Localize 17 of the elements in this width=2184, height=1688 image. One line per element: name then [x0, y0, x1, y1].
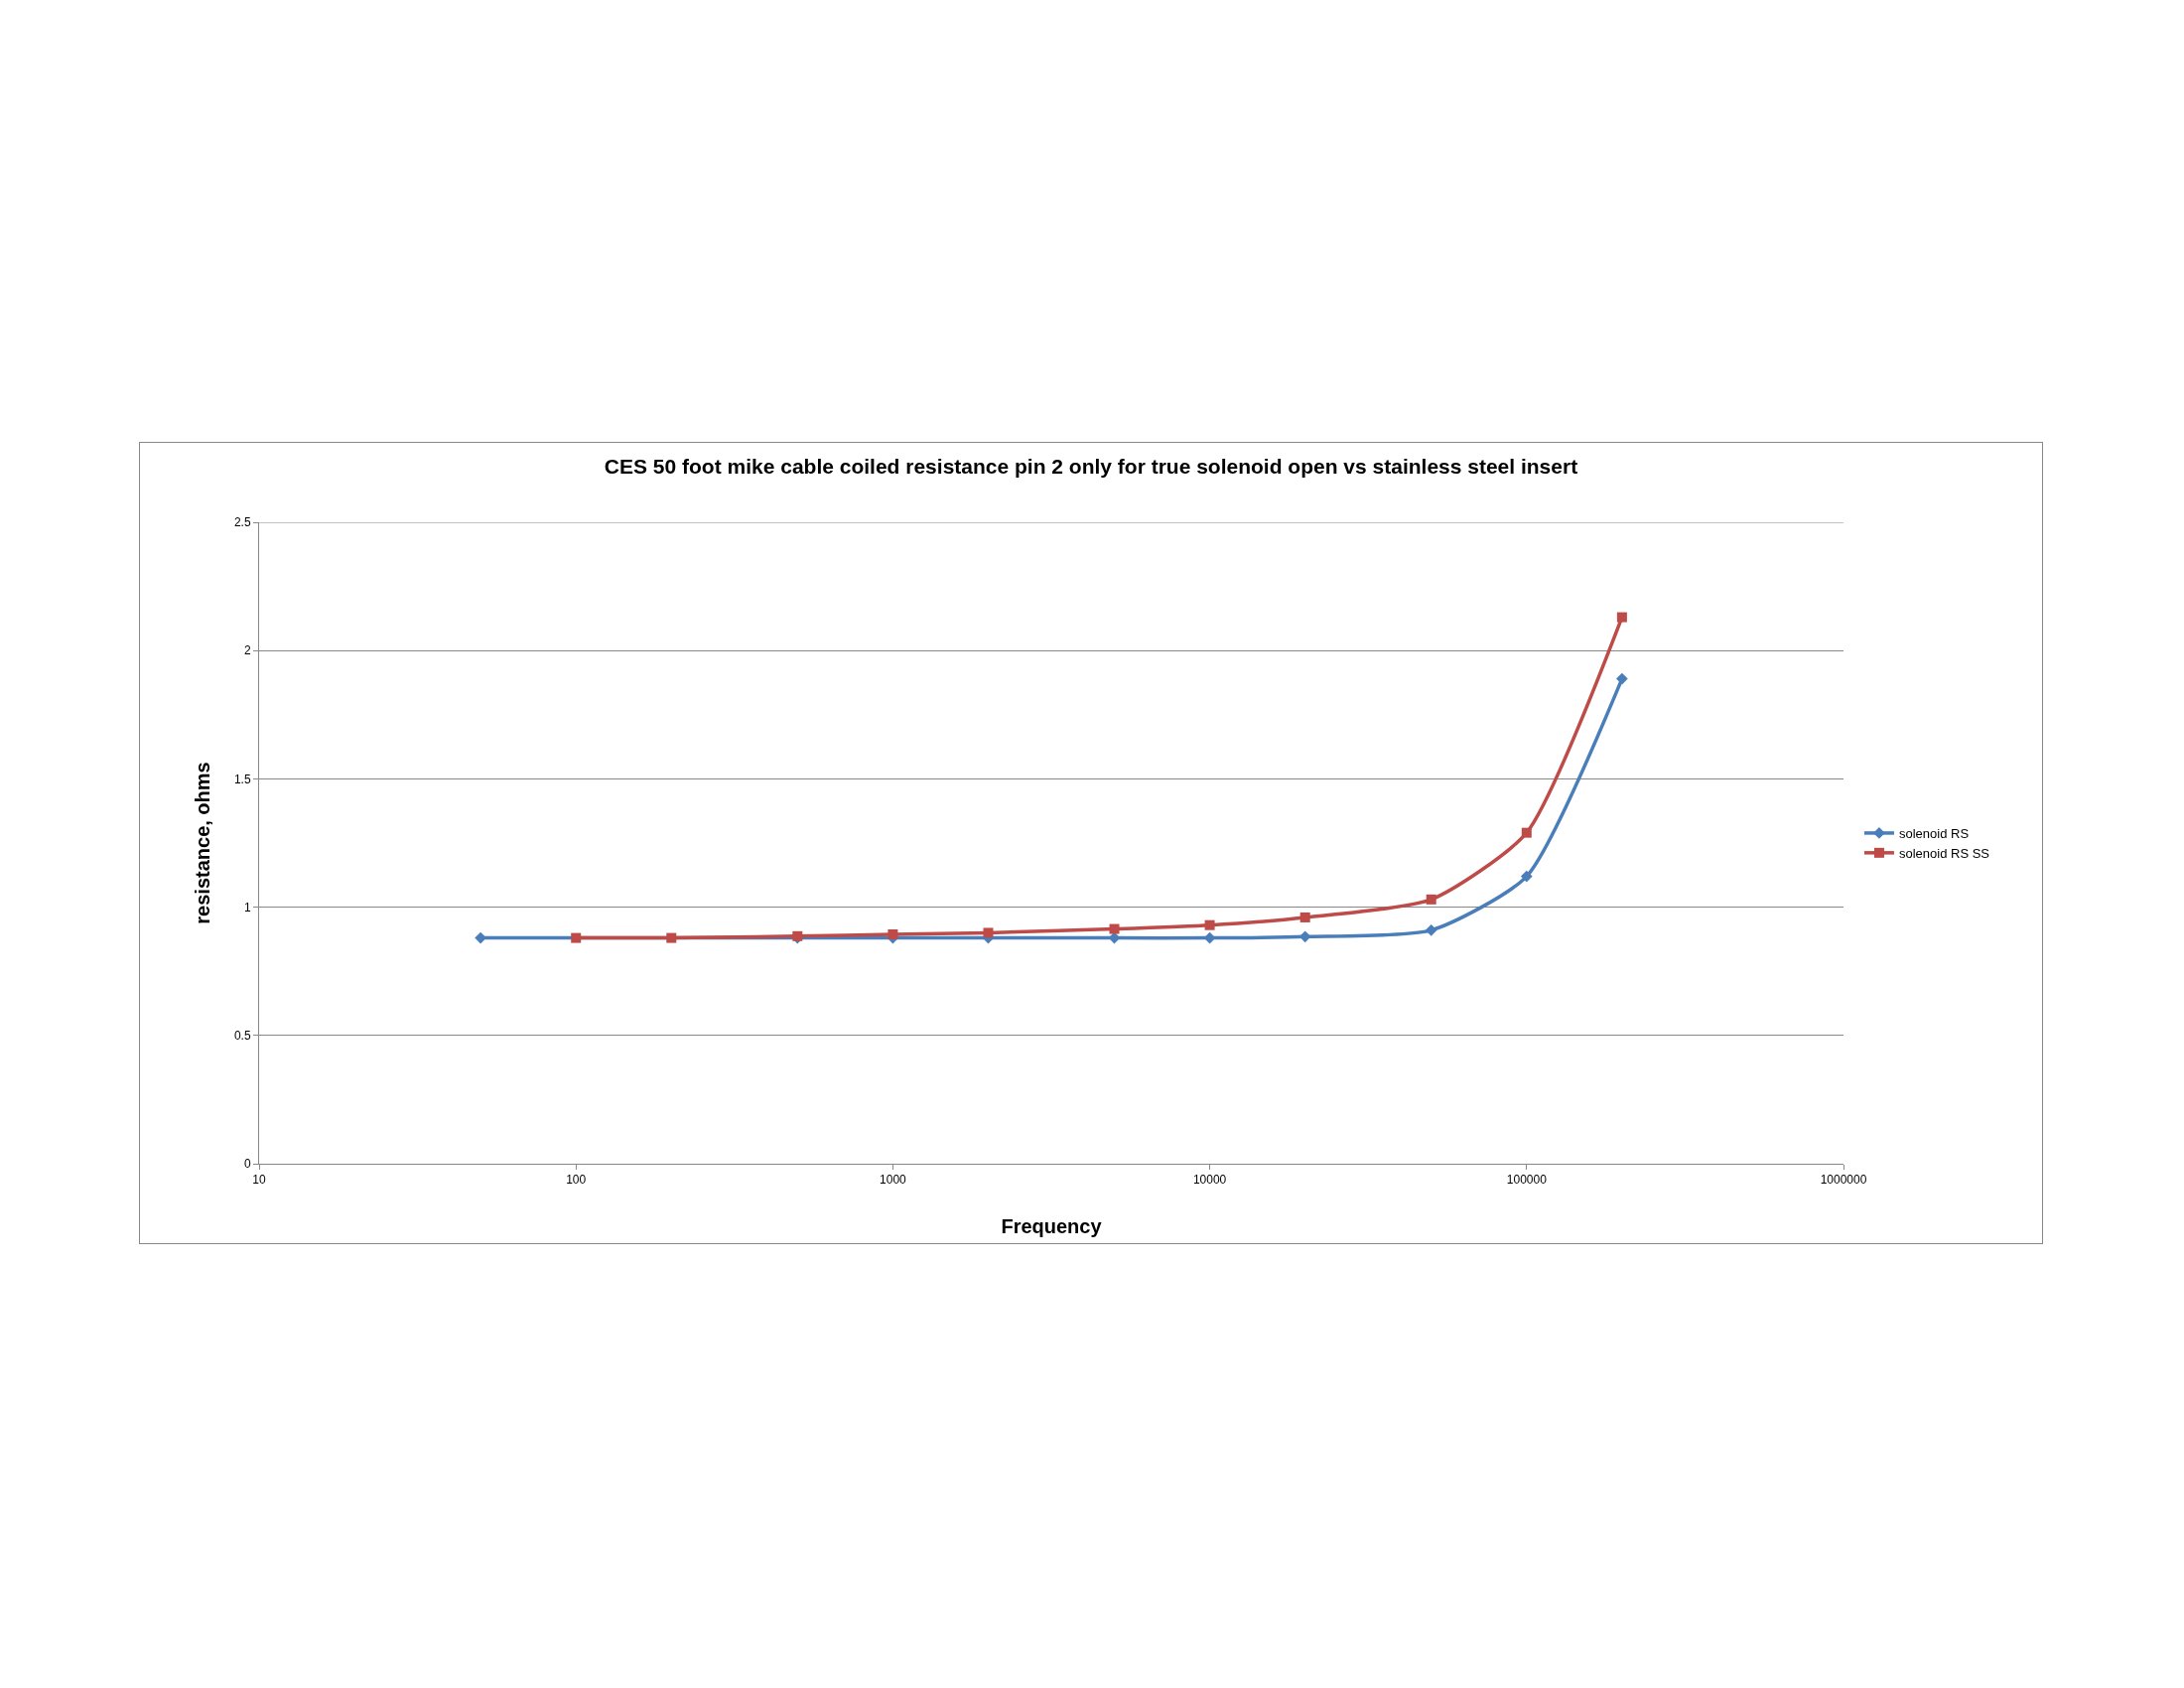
legend-label: solenoid RS [1898, 826, 1970, 842]
y-tick-label: 0 [243, 1157, 251, 1172]
x-axis-title: Frequency [1001, 1215, 1103, 1237]
y-tick-label: 2.5 [233, 515, 251, 530]
x-tick-label: 1000 [880, 1173, 907, 1188]
x-tick-label: 100 [566, 1173, 587, 1188]
chart-title: CES 50 foot mike cable coiled resistance pin 2 only for true solenoid open vs stainless steel insert [604, 454, 1578, 478]
x-tick-label: 10000 [1192, 1173, 1227, 1188]
x-tick-label: 10 [252, 1173, 266, 1188]
legend-label: solenoid RS SS [1898, 845, 1990, 861]
y-tick-label: 1.5 [233, 772, 251, 786]
y-tick-label: 0.5 [233, 1029, 251, 1043]
y-tick-label: 2 [243, 643, 251, 658]
y-axis-title: resistance, ohms [192, 762, 213, 924]
x-tick-label: 100000 [1506, 1173, 1548, 1188]
x-tick-label: 1000000 [1820, 1173, 1867, 1188]
y-tick-label: 1 [243, 900, 251, 914]
